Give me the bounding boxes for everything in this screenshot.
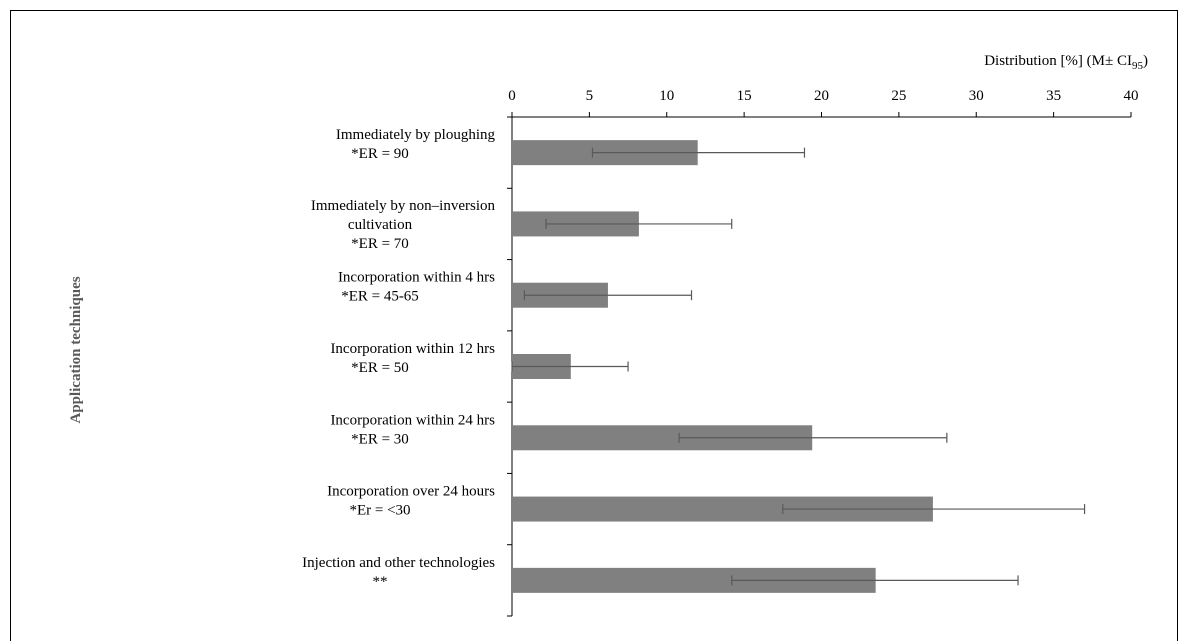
x-tick-label: 40: [1124, 88, 1139, 104]
category-label: *ER = 70: [351, 236, 409, 252]
x-tick-label: 15: [737, 88, 752, 104]
x-tick-label: 20: [814, 88, 829, 104]
category-label: Incorporation within 12 hrs: [330, 341, 495, 357]
category-labels: Immediately by ploughing *ER = 90 Immediat…: [302, 127, 495, 590]
category-label: cultivation: [348, 217, 413, 233]
error-bar: [523, 290, 693, 301]
category-label: Incorporation within 24 hrs: [330, 412, 495, 428]
error-bar: [782, 504, 1086, 515]
category-label: *ER = 45-65: [341, 289, 419, 305]
error-bar: [678, 432, 948, 443]
y-axis-title: Application techniques: [68, 276, 84, 423]
y-axis: [507, 116, 513, 617]
category-label: *ER = 90: [351, 146, 409, 162]
category-label: *Er = <30: [349, 503, 410, 519]
category-label: Incorporation within 4 hrs: [338, 270, 495, 286]
category-label: *ER = 30: [351, 431, 409, 447]
x-tick-label: 25: [891, 88, 906, 104]
category-label: Immediately by ploughing: [336, 127, 496, 143]
x-tick-label: 35: [1046, 88, 1061, 104]
x-tick-label: 0: [508, 88, 516, 104]
x-tick-label: 10: [659, 88, 674, 104]
error-bar: [731, 575, 1019, 586]
category-label: Injection and other technologies: [302, 555, 495, 571]
category-label: *ER = 50: [351, 360, 409, 376]
error-bars: [511, 147, 1086, 586]
chart-frame: [10, 10, 1178, 641]
category-label: Immediately by non–inversion: [311, 198, 496, 214]
x-axis-title: Distribution [%] (M± CI95): [984, 53, 1148, 72]
x-axis: 0 5 10 15 20 25 30 35 40: [508, 88, 1139, 118]
x-tick-label: 5: [586, 88, 594, 104]
error-bar: [511, 361, 629, 372]
category-label: Incorporation over 24 hours: [327, 484, 495, 500]
category-label: **: [373, 574, 388, 590]
error-bar: [545, 218, 733, 229]
x-tick-label: 30: [969, 88, 984, 104]
error-bar: [591, 147, 806, 158]
